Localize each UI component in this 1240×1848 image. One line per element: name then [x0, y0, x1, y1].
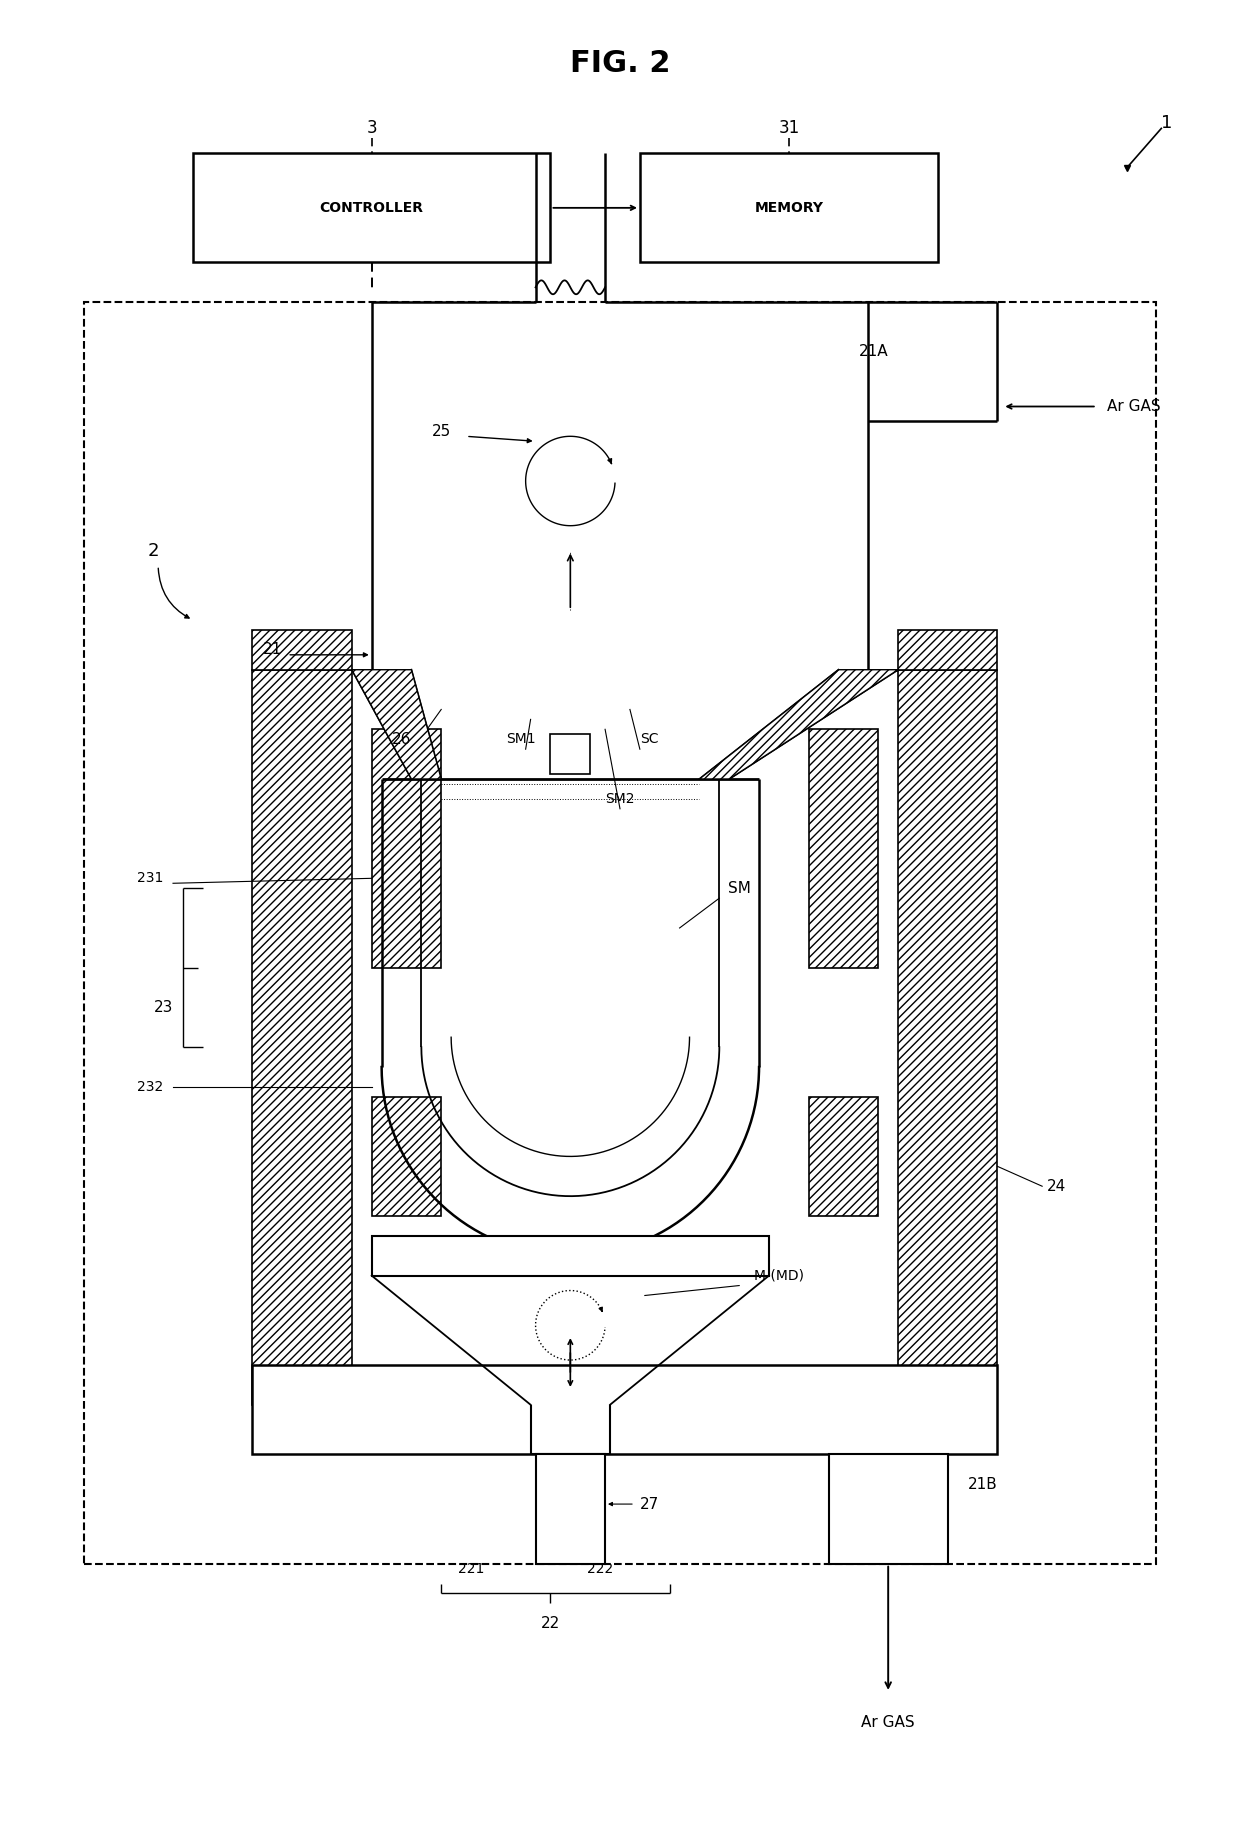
Bar — [808, 730, 878, 968]
Text: 232: 232 — [136, 1079, 164, 1094]
Text: SM1: SM1 — [506, 732, 536, 747]
Text: 21B: 21B — [967, 1477, 997, 1491]
Text: 222: 222 — [587, 1562, 614, 1576]
Text: 3: 3 — [366, 120, 377, 137]
Text: Ar GAS: Ar GAS — [862, 1715, 915, 1730]
Bar — [372, 1236, 769, 1275]
Text: 231: 231 — [136, 870, 164, 885]
Text: FIG. 2: FIG. 2 — [569, 50, 671, 78]
Text: 2: 2 — [148, 541, 159, 560]
Bar — [828, 1454, 947, 1563]
Bar — [83, 303, 1157, 1563]
Text: 25: 25 — [432, 423, 451, 438]
Bar — [253, 669, 352, 1404]
Bar — [898, 630, 997, 669]
Bar — [551, 734, 590, 774]
Text: 21A: 21A — [858, 344, 888, 359]
Polygon shape — [699, 669, 898, 780]
Text: Ar GAS: Ar GAS — [1107, 399, 1161, 414]
Text: CONTROLLER: CONTROLLER — [320, 201, 424, 214]
Text: SM: SM — [728, 881, 750, 896]
Text: SC: SC — [641, 732, 658, 747]
Bar — [253, 1366, 997, 1454]
Text: M (MD): M (MD) — [754, 1268, 804, 1283]
Polygon shape — [352, 669, 441, 780]
Text: 1: 1 — [1161, 115, 1172, 133]
Text: 23: 23 — [154, 1000, 172, 1015]
Bar — [640, 153, 937, 262]
Text: 22: 22 — [541, 1615, 560, 1630]
Bar — [372, 1098, 441, 1216]
Bar — [536, 1454, 605, 1563]
Text: 27: 27 — [640, 1497, 660, 1512]
Bar — [193, 153, 551, 262]
Text: 221: 221 — [458, 1562, 484, 1576]
Bar — [808, 1098, 878, 1216]
Bar — [253, 630, 352, 669]
Text: 24: 24 — [1047, 1179, 1066, 1194]
Text: 21: 21 — [263, 643, 283, 658]
Text: MEMORY: MEMORY — [754, 201, 823, 214]
Bar — [372, 730, 441, 968]
Text: 26: 26 — [392, 732, 412, 747]
Text: 31: 31 — [779, 120, 800, 137]
Bar — [898, 669, 997, 1404]
Text: SM2: SM2 — [605, 791, 635, 806]
